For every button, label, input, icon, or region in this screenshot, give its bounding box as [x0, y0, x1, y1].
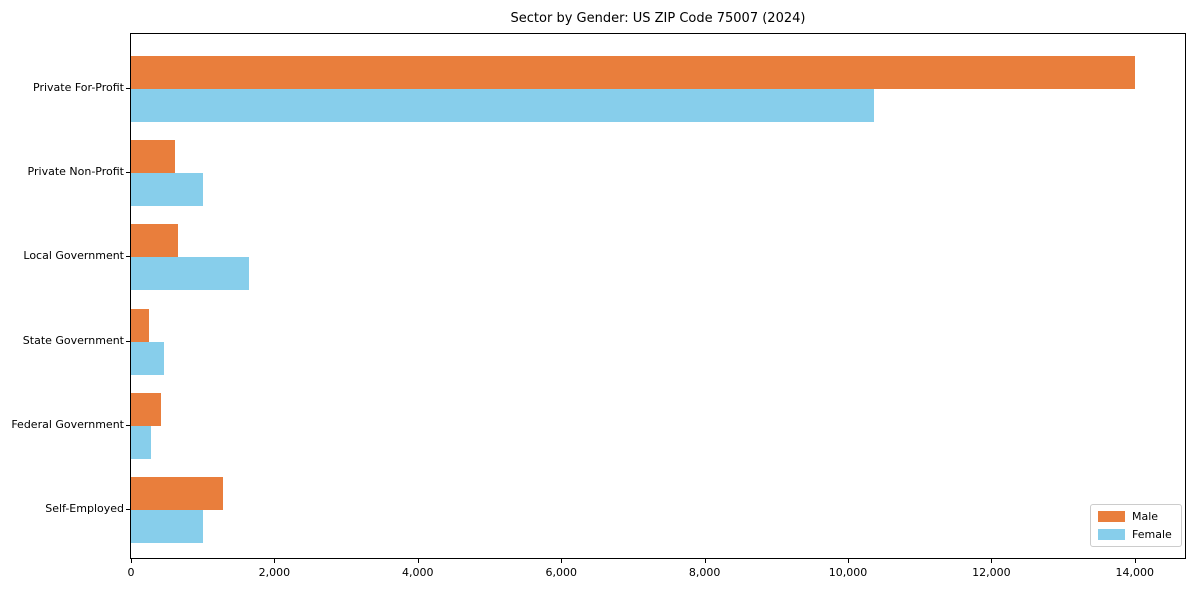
- ytick-mark: [126, 88, 130, 89]
- chart-title: Sector by Gender: US ZIP Code 75007 (202…: [510, 11, 806, 26]
- plot-area: [130, 33, 1186, 559]
- legend-swatch-female: [1098, 529, 1125, 540]
- xtick-label-2-000: 2,000: [258, 566, 291, 579]
- xtick-label-14-000: 14,000: [1115, 566, 1155, 579]
- bar-female-private-for-profit: [131, 89, 874, 122]
- bar-female-local-government: [131, 257, 250, 291]
- xtick-mark: [848, 559, 849, 563]
- ytick-label-private-non-profit: Private Non-Profit: [27, 165, 124, 179]
- ytick-mark: [126, 340, 130, 342]
- ytick-label-state-government: State Government: [22, 333, 124, 347]
- ytick-mark: [126, 509, 130, 510]
- bar-female-state-government: [131, 341, 165, 375]
- legend: Male Female: [1090, 504, 1182, 547]
- xtick-label-10-000: 10,000: [828, 566, 868, 579]
- bar-male-local-government: [131, 224, 179, 258]
- xtick-mark: [274, 559, 276, 563]
- xtick-label-0: 0: [127, 566, 135, 579]
- xtick-label-8-000: 8,000: [688, 566, 721, 579]
- xtick-mark: [561, 559, 563, 563]
- ytick-label-federal-government: Federal Government: [11, 417, 124, 431]
- legend-swatch-male: [1098, 511, 1125, 522]
- xtick-label-4-000: 4,000: [402, 566, 434, 579]
- bar-male-private-non-profit: [131, 140, 175, 174]
- ytick-label-local-government: Local Government: [23, 249, 124, 263]
- legend-label-male: Male: [1132, 510, 1159, 523]
- xtick-label-12-000: 12,000: [972, 566, 1011, 579]
- legend-item-female: Female: [1098, 528, 1174, 541]
- ytick-mark: [126, 256, 130, 258]
- bar-male-self-employed: [131, 477, 224, 510]
- bar-female-federal-government: [131, 425, 152, 459]
- bar-male-federal-government: [131, 392, 162, 426]
- xtick-mark: [131, 559, 132, 563]
- ytick-label-private-for-profit: Private For-Profit: [33, 81, 124, 94]
- xtick-mark: [991, 559, 993, 563]
- legend-label-female: Female: [1132, 528, 1172, 541]
- xtick-mark: [1134, 559, 1136, 563]
- bar-female-self-employed: [131, 510, 203, 543]
- xtick-mark: [704, 559, 706, 563]
- xtick-label-6-000: 6,000: [545, 566, 577, 579]
- ytick-mark: [126, 424, 130, 426]
- bar-female-private-non-profit: [131, 173, 203, 207]
- xtick-mark: [417, 559, 419, 563]
- ytick-label-self-employed: Self-Employed: [45, 502, 124, 515]
- legend-item-male: Male: [1098, 510, 1174, 523]
- bar-male-private-for-profit: [131, 56, 1135, 89]
- ytick-mark: [126, 172, 130, 174]
- bar-male-state-government: [131, 308, 149, 342]
